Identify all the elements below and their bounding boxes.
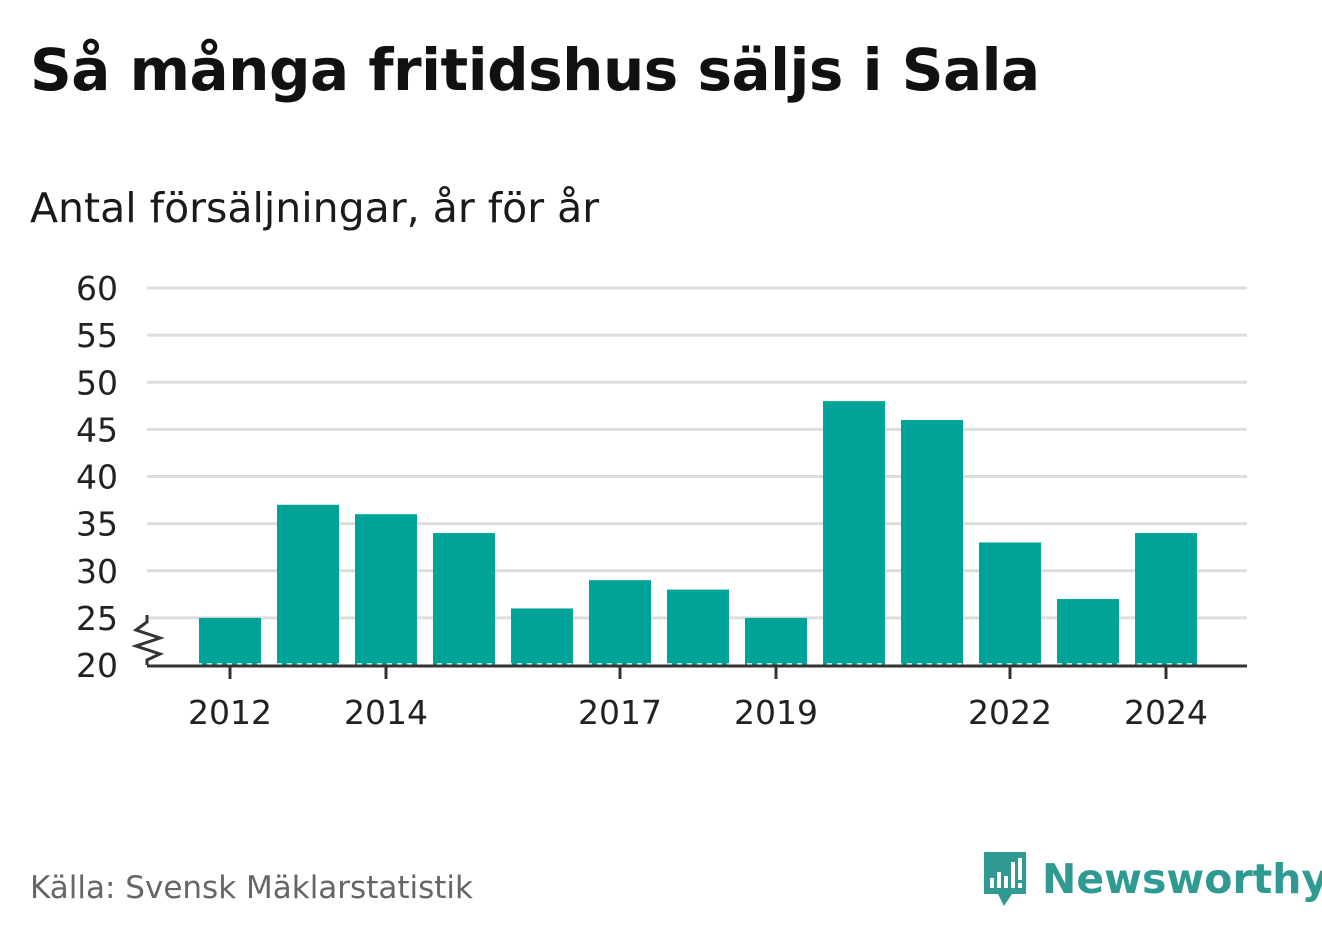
- brand-name: Newsworthy: [1042, 855, 1322, 903]
- axis-break-icon: [131, 615, 165, 665]
- x-tick-label: 2012: [188, 693, 272, 732]
- bar-2017: [589, 580, 651, 665]
- y-tick-label: 30: [76, 552, 118, 591]
- y-tick-label: 55: [76, 316, 118, 355]
- y-tick-label: 20: [76, 646, 118, 685]
- y-tick-label: 50: [76, 363, 118, 402]
- y-tick-labels: 20 25 30 35 40 45 50 55 60: [76, 269, 118, 685]
- y-tick-label: 40: [76, 458, 118, 497]
- bar-2021: [901, 419, 963, 665]
- bar-2013: [277, 504, 339, 665]
- bar-2012: [199, 617, 261, 665]
- x-tick-label: 2022: [968, 693, 1052, 732]
- bar-2024: [1135, 533, 1197, 665]
- bar-2022: [979, 542, 1041, 665]
- bar-2016: [511, 608, 573, 665]
- bar-2018: [667, 589, 729, 665]
- x-tick-label: 2019: [734, 693, 818, 732]
- y-tick-label: 35: [76, 505, 118, 544]
- chart-title: Så många fritidshus säljs i Sala: [30, 36, 1040, 104]
- y-tick-label: 60: [76, 269, 118, 308]
- bar-2020: [823, 401, 885, 665]
- bar-2023: [1057, 599, 1119, 665]
- gridlines: [147, 286, 1247, 620]
- bar-2019: [745, 617, 807, 665]
- source-note: Källa: Svensk Mäklarstatistik: [30, 870, 473, 906]
- brand-logo: Newsworthy: [980, 848, 1322, 910]
- x-tick-label: 2017: [578, 693, 662, 732]
- bar-2015: [433, 533, 495, 665]
- axes: [131, 615, 1247, 679]
- y-tick-label: 25: [76, 599, 118, 638]
- bars: [199, 401, 1197, 665]
- y-tick-label: 45: [76, 410, 118, 449]
- x-tick-labels: 2012 2014 2017 2019 2022 2024: [188, 693, 1208, 732]
- bar-2014: [355, 514, 417, 665]
- x-tick-label: 2014: [344, 693, 428, 732]
- chart-subtitle: Antal försäljningar, år för år: [30, 184, 600, 232]
- x-tick-label: 2024: [1124, 693, 1208, 732]
- bar-chart-speech-bubble-icon: [984, 852, 1026, 906]
